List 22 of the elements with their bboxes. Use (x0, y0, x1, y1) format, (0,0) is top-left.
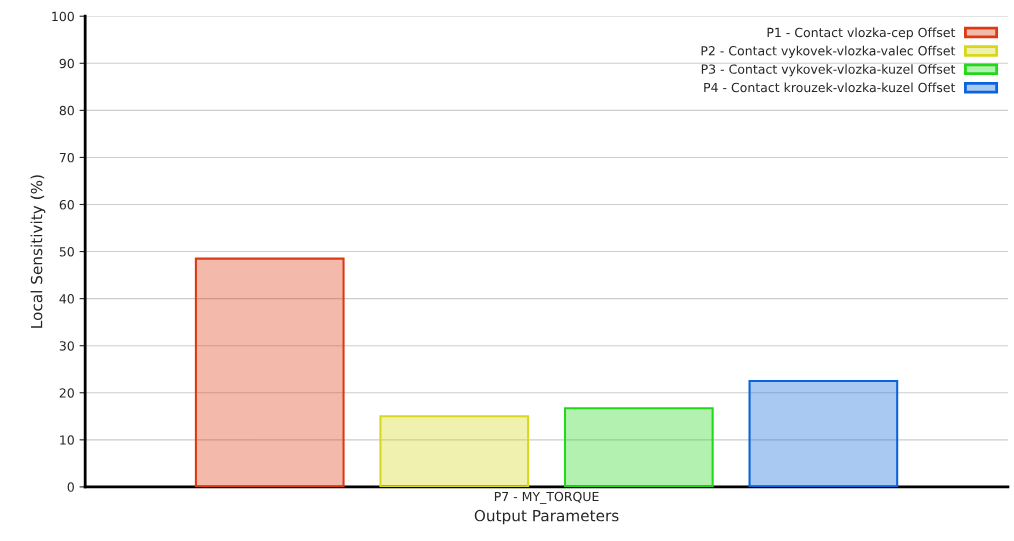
bar (563, 407, 714, 487)
bar (379, 415, 530, 487)
y-axis-title: Local Sensitivity (%) (30, 175, 46, 328)
y-tick-label: 90 (59, 58, 74, 69)
y-tick-label: 10 (60, 435, 74, 445)
y-tick-label: 40 (59, 294, 74, 304)
legend-label: P4 - Contact krouzek-vlozka-kuzel Offset (704, 82, 956, 93)
bar (194, 257, 345, 487)
y-tick-label: 0 (67, 482, 74, 492)
y-tick-label: 60 (59, 199, 74, 210)
y-tick-label: 30 (59, 341, 74, 351)
y-tick-label: 70 (59, 152, 74, 163)
x-tick-label: P7 - MY_TORQUE (494, 491, 599, 504)
y-tick-label: 50 (59, 247, 74, 257)
x-axis-title: Output Parameters (474, 509, 619, 525)
bar (748, 379, 899, 487)
y-tick-label: 80 (59, 105, 74, 116)
legend-label: P2 - Contact vykovek-vlozka-valec Offset (701, 45, 956, 58)
y-tick-label: 20 (59, 388, 74, 398)
legend-label: P1 - Contact vlozka-cep Offset (767, 27, 956, 40)
legend-label: P3 - Contact vykovek-vlozka-kuzel Offset (701, 64, 956, 77)
y-tick-label: 100 (52, 11, 74, 22)
